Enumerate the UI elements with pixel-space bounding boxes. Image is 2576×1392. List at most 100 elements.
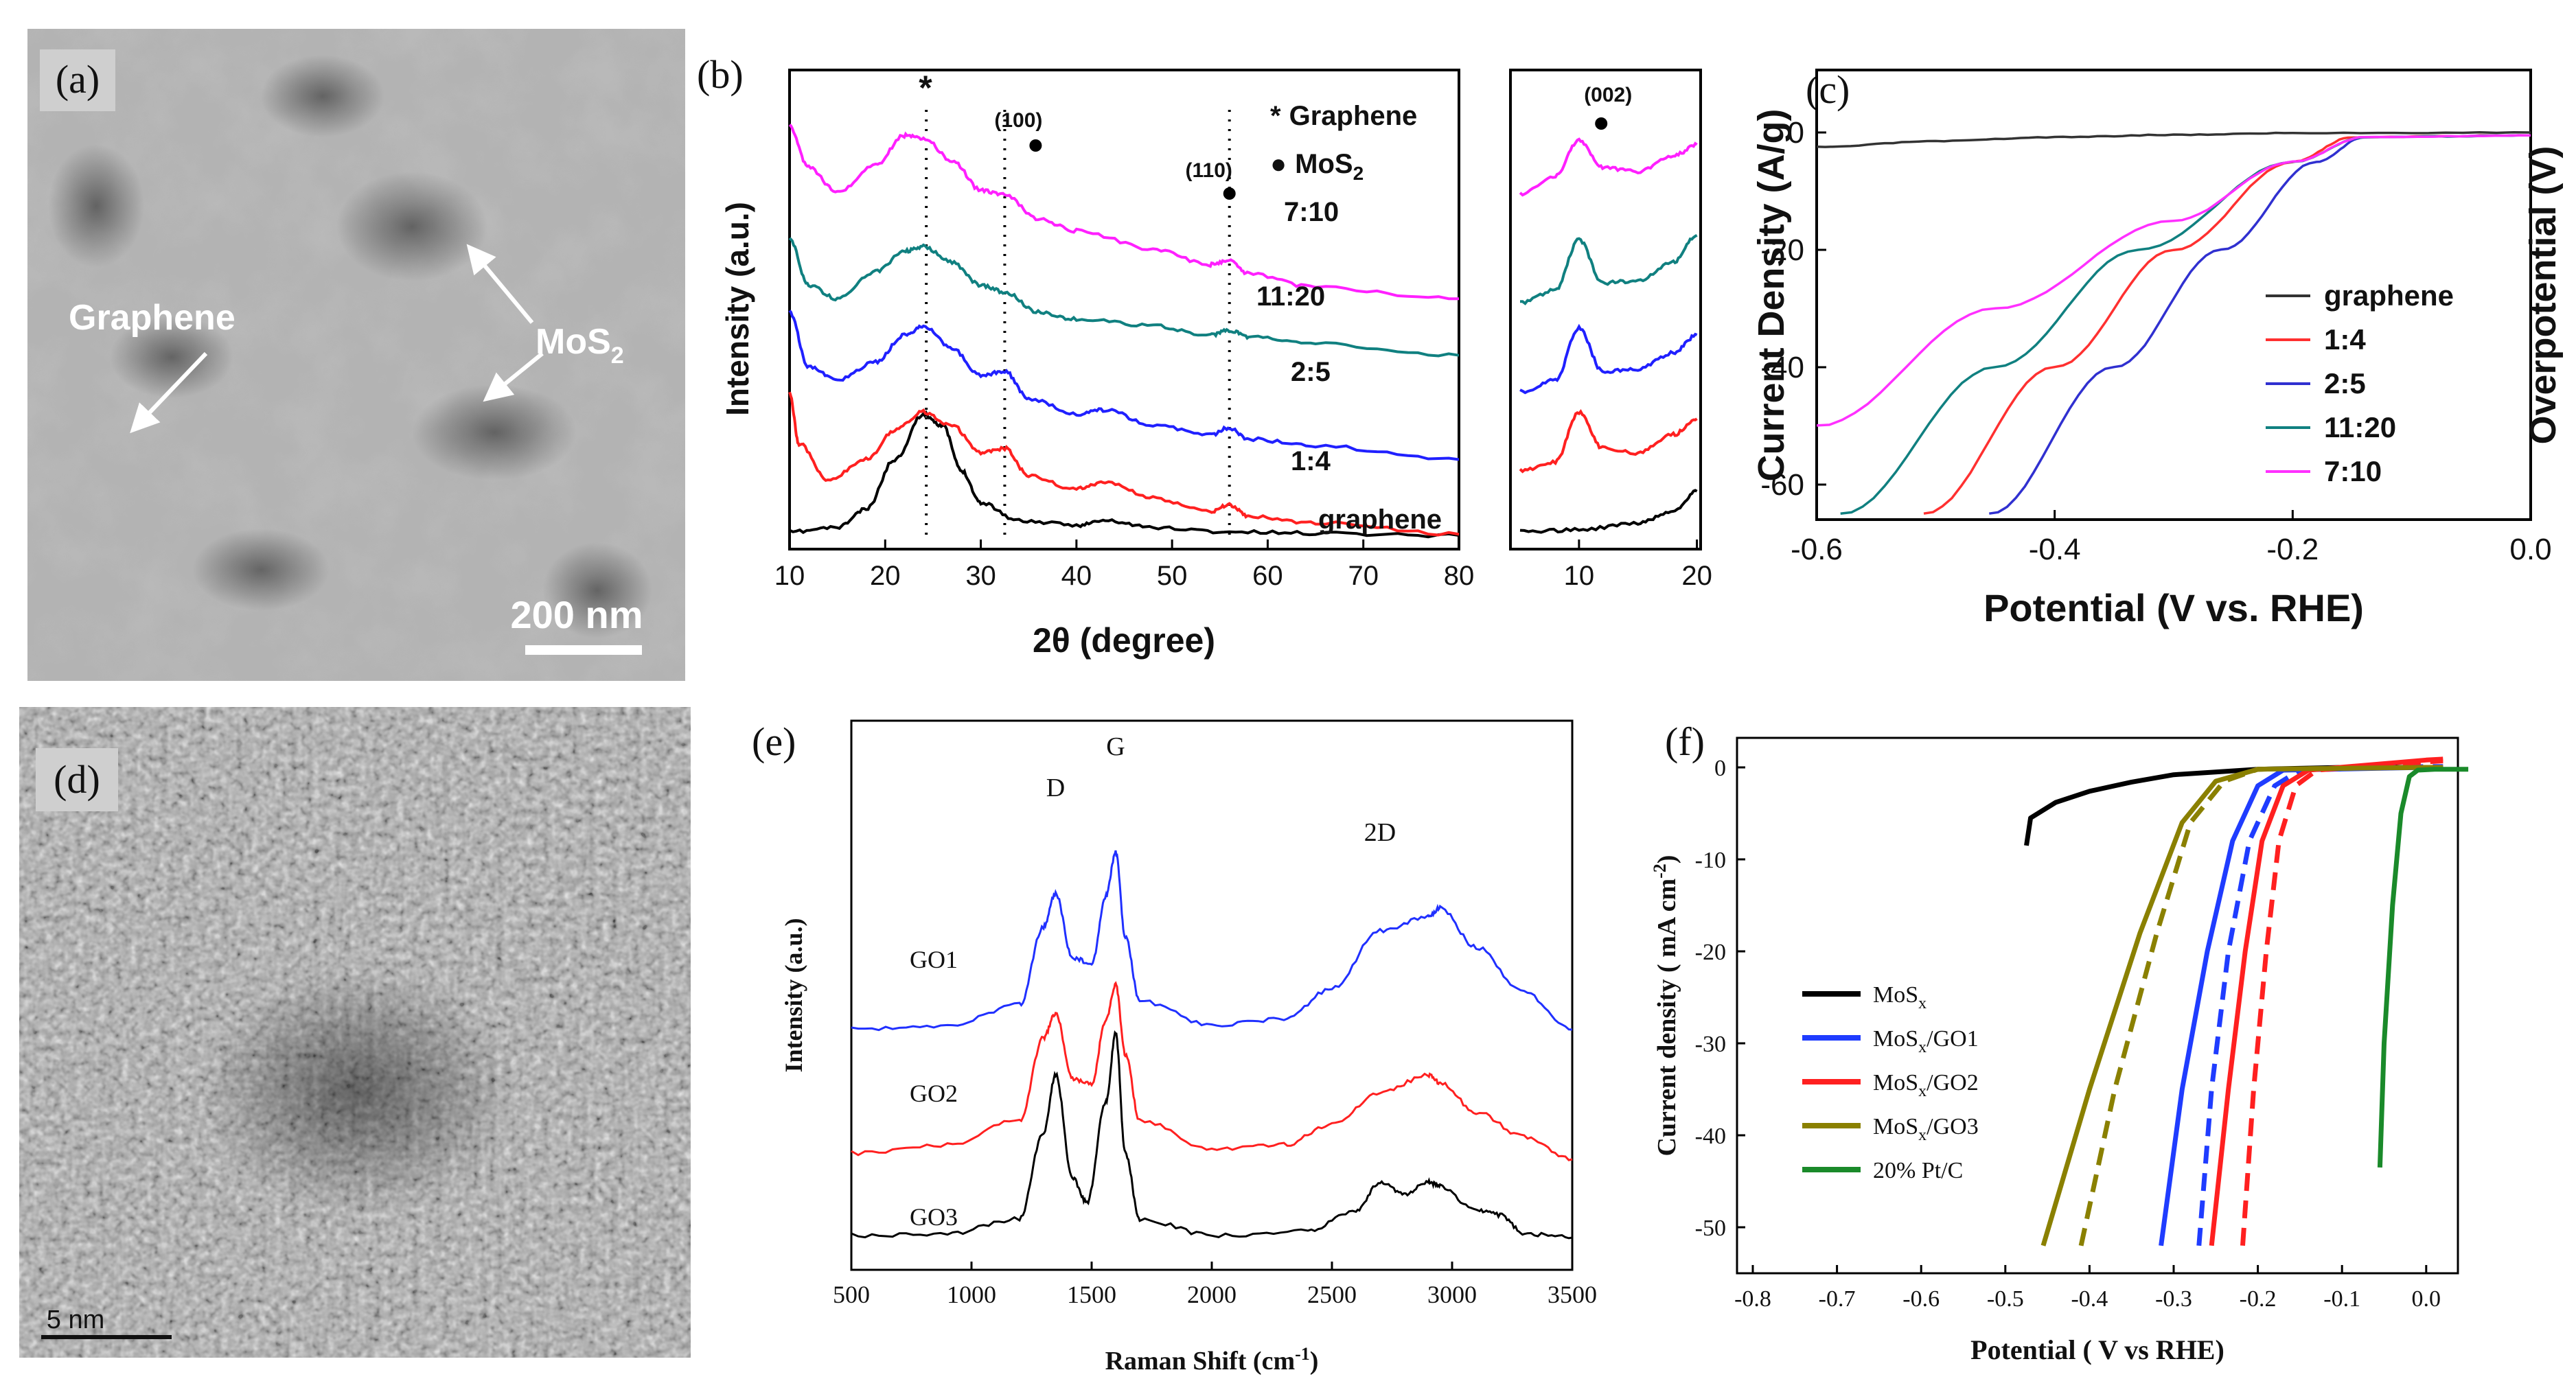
panel-f-tag: (f) [1665, 719, 1705, 764]
series-b-2:5 [788, 310, 1460, 461]
series-label-b-graphene: graphene [1318, 504, 1442, 535]
xtick-label-e-3000: 3000 [1427, 1281, 1477, 1308]
panel-e-tag: (e) [752, 719, 796, 764]
xtick-label-b-10: 10 [774, 561, 805, 591]
plot-e: 500 1000 1500 2000 2500 3000 3500 GO1 GO2 GO3 D G 2D [833, 732, 1597, 1308]
legend-f-label-4: 20% Pt/C [1873, 1158, 1963, 1183]
xtick-label-c-3: 0.0 [2509, 533, 2551, 566]
xtick-label-f-5: -0.3 [2155, 1286, 2192, 1312]
series-b-7:10 [788, 124, 1459, 301]
legend-c-label-2:5: 2:5 [2324, 367, 2366, 399]
ytick-label-c--60: -60 [1760, 468, 1804, 502]
legend-c-label-7:10: 7:10 [2324, 455, 2382, 487]
series-c-graphene [1817, 130, 2531, 148]
series-f-MoSx-GO2-dashed [2240, 758, 2443, 1246]
xtick-label-c-2: -0.2 [2266, 533, 2319, 566]
ylabel-c: Current Density (A/g) [1751, 108, 1792, 481]
series-f-MoSx-GO1-dashed [2196, 764, 2443, 1246]
peak-label-b-graphene: * [919, 69, 932, 107]
peak-label-e-D: D [1046, 774, 1065, 802]
panel-d: (d) 5 nm [19, 707, 691, 1358]
ytick-label-c--40: -40 [1760, 351, 1804, 384]
peak-dot-b-100 [1029, 139, 1042, 152]
series-b-inset-11:20 [1520, 234, 1698, 305]
series-e-GO3 [851, 1030, 1573, 1240]
series-f-MoSx-GO3-dashed [2078, 765, 2443, 1246]
ylabel-e: Intensity (a.u.) [780, 918, 807, 1072]
xlabel-b: 2θ (degree) [1033, 621, 1215, 660]
legend-f-label-1: MoSx/GO1 [1873, 1026, 1979, 1056]
ytick-label-c--20: -20 [1760, 233, 1804, 267]
xtick-label-b-30: 30 [965, 561, 996, 591]
plot-frame-b-inset [1509, 69, 1702, 550]
xtick-label-c-0: -0.6 [1791, 533, 1843, 566]
dark-flakes [48, 55, 652, 638]
xtick-label-f-6: -0.2 [2240, 1286, 2277, 1312]
ylabel-b: Intensity (a.u.) [720, 202, 755, 416]
panel-d-tag: (d) [54, 757, 100, 802]
series-label-b-1:4: 1:4 [1291, 446, 1331, 476]
graphene-arrow [130, 351, 208, 434]
legend-f-label-2: MoSx/GO2 [1873, 1070, 1979, 1100]
peak-label-b-110: (110) [1186, 159, 1232, 182]
panel-c-tag: (c) [1806, 67, 1850, 112]
ytick-label-c-0: 0 [1788, 116, 1804, 150]
peak-dot-b-110 [1223, 187, 1236, 200]
series-f-20-Pt-C [2377, 767, 2469, 1168]
series-label-e-GO3: GO3 [910, 1203, 958, 1231]
series-f-MoSx-GO3 [2040, 765, 2443, 1246]
scale-bar-d [41, 1335, 172, 1339]
legend-b-graphene: * Graphene [1270, 101, 1417, 131]
xtick-label-b-50: 50 [1157, 561, 1188, 591]
ytick-label-f--10: -10 [1695, 848, 1726, 873]
xtick-label-b-80: 80 [1444, 561, 1475, 591]
xtick-label-e-1000: 1000 [947, 1281, 996, 1308]
xtick-label-b-40: 40 [1061, 561, 1092, 591]
xtick-label-e-2500: 2500 [1307, 1281, 1357, 1308]
legend-c-label-1:4: 1:4 [2324, 323, 2366, 356]
plot-b-inset: 10 20 (002) [1519, 84, 1712, 591]
legend-f-label-3: MoSx/GO3 [1873, 1114, 1979, 1144]
panel-d-tag-bg [36, 748, 118, 811]
mos2-arrow-1 [466, 244, 534, 324]
xtick-label-f-2: -0.6 [1902, 1286, 1940, 1312]
ytick-label-f--30: -30 [1695, 1032, 1726, 1057]
ytick-label-f--20: -20 [1695, 940, 1726, 965]
xtick-label-b-20: 20 [870, 561, 901, 591]
peak-label-e-2D: 2D [1364, 818, 1396, 847]
xtick-label-e-1500: 1500 [1067, 1281, 1116, 1308]
panel-b-tag: (b) [697, 52, 744, 97]
panel-a: (a) Graphene MoS2 200 nm [27, 29, 685, 681]
plot-frame-c [1815, 69, 2532, 521]
plot-frame-f [1736, 736, 2459, 1275]
plot-frame-e [850, 719, 1574, 1271]
series-e-GO2 [851, 981, 1573, 1161]
xtick-label-f-4: -0.4 [2071, 1286, 2108, 1312]
legend-c-label-11:20: 11:20 [2324, 411, 2396, 443]
xtick-label-c-1: -0.4 [2029, 533, 2081, 566]
panel-e: (e) 500 1000 1500 2000 2500 3000 3500 GO1 GO2 GO3… [752, 719, 1597, 1376]
scale-label-a: 200 nm [511, 593, 643, 636]
ytick-label-f--40: -40 [1695, 1124, 1726, 1149]
xtick-label-e-3500: 3500 [1548, 1281, 1597, 1308]
peak-dot-b-002 [1595, 117, 1608, 130]
xlabel-c: Potential (V vs. RHE) [1983, 586, 2364, 629]
xtick-label-b-inset-20: 20 [1681, 561, 1712, 591]
xtick-label-e-500: 500 [833, 1281, 870, 1308]
peak-label-e-G: G [1106, 732, 1125, 761]
series-b-inset-graphene [1519, 489, 1698, 534]
graphene-label: Graphene [69, 298, 235, 338]
series-c-11:20 [1840, 134, 2531, 515]
legend-f-label-0: MoSx [1873, 982, 1927, 1012]
xlabel-f: Potential ( V vs RHE) [1970, 1334, 2224, 1365]
legend-f: MoSx MoSx/GO1 MoSx/GO2 MoSx/GO3 20% Pt/C [1802, 982, 1979, 1183]
series-label-b-11:20: 11:20 [1256, 281, 1325, 312]
scale-bar-a [525, 645, 642, 655]
series-c-2:5 [1989, 134, 2531, 515]
series-b-inset-1:4 [1519, 408, 1698, 474]
series-e-GO1 [851, 850, 1573, 1032]
series-b-inset-2:5 [1519, 323, 1698, 395]
peak-label-b-100: (100) [994, 109, 1042, 132]
xtick-label-f-0: -0.8 [1734, 1286, 1771, 1312]
